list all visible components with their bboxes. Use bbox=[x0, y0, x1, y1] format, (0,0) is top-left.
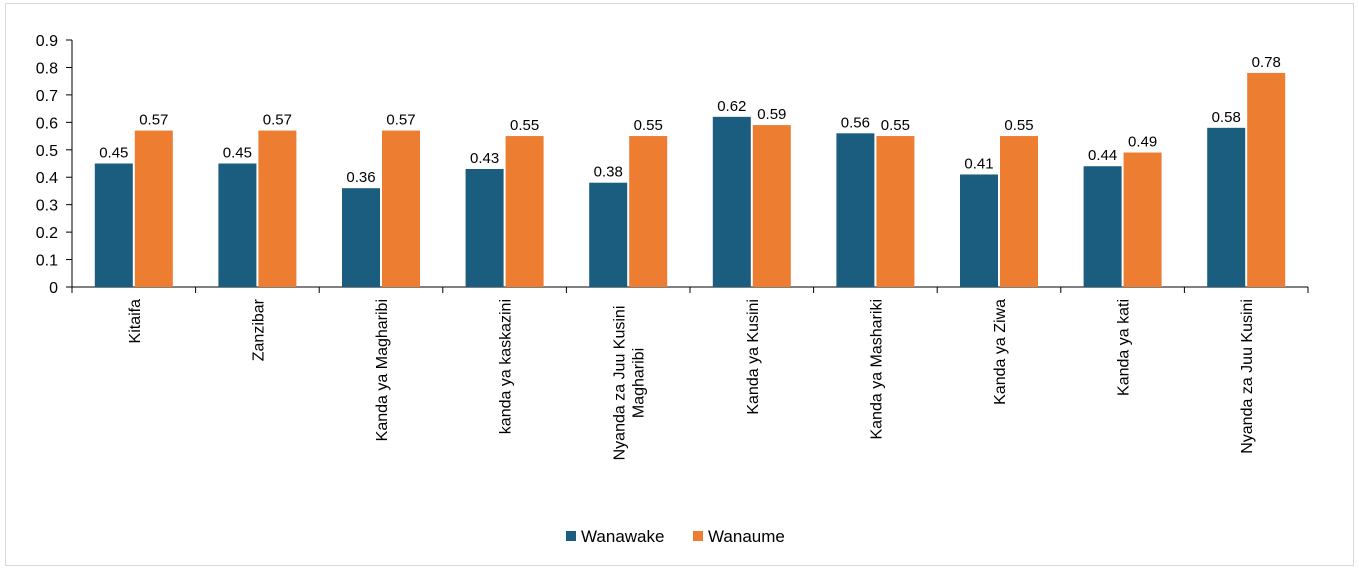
bar-wanawake-1 bbox=[218, 163, 257, 287]
y-tick-label: 0.4 bbox=[36, 170, 58, 187]
data-label-wanawake-5: 0.62 bbox=[717, 98, 746, 115]
data-label-wanaume-2: 0.57 bbox=[386, 112, 415, 129]
y-tick-label: 0.3 bbox=[36, 198, 58, 215]
data-label-wanaume-6: 0.55 bbox=[881, 117, 910, 134]
category-label: kanda ya kaskazini bbox=[498, 299, 515, 434]
y-tick-label: 0.6 bbox=[36, 115, 58, 132]
category-label: Kanda ya Mashariki bbox=[868, 299, 885, 440]
legend-label-wanawake: Wanawake bbox=[581, 527, 664, 546]
data-label-wanawake-9: 0.58 bbox=[1212, 109, 1241, 126]
category-label: Zanzibar bbox=[250, 298, 267, 361]
legend-swatch-wanaume bbox=[693, 531, 703, 541]
data-label-wanaume-1: 0.57 bbox=[263, 112, 292, 129]
data-label-wanawake-2: 0.36 bbox=[346, 169, 375, 186]
y-tick-label: 0.8 bbox=[36, 60, 58, 77]
bar-wanaume-8 bbox=[1123, 152, 1162, 287]
bar-wanawake-5 bbox=[712, 116, 751, 287]
data-label-wanaume-4: 0.55 bbox=[634, 117, 663, 134]
legend-label-wanaume: Wanaume bbox=[708, 527, 785, 546]
data-label-wanawake-0: 0.45 bbox=[99, 145, 128, 162]
data-label-wanaume-8: 0.49 bbox=[1128, 134, 1157, 151]
category-label: Kanda ya Ziwa bbox=[992, 299, 1009, 405]
bar-wanaume-5 bbox=[752, 125, 791, 287]
bar-wanaume-0 bbox=[134, 130, 173, 287]
category-label: Nyanda za Juu Kusini Magharibi bbox=[612, 306, 648, 461]
data-labels-group: 0.45 0.57 0.45 0.57 0.36 0.57 0.43 0.55 0.38 0.55… bbox=[99, 54, 1281, 186]
bar-wanaume-1 bbox=[258, 130, 297, 287]
y-axis: 0 0.1 0.2 0.3 0.4 0.5 0.6 0.7 0.8 0.9 bbox=[36, 33, 73, 297]
category-labels-group: Kitaifa Zanzibar Kanda ya Magharibi kanda y… bbox=[127, 298, 1256, 460]
bar-wanawake-4 bbox=[589, 182, 628, 287]
data-label-wanaume-9: 0.78 bbox=[1252, 54, 1281, 71]
data-label-wanaume-0: 0.57 bbox=[139, 112, 168, 129]
legend-swatch-wanawake bbox=[566, 531, 576, 541]
y-tick-label: 0 bbox=[49, 280, 58, 297]
bar-wanaume-2 bbox=[382, 130, 420, 287]
y-tick-label: 0.2 bbox=[36, 225, 58, 242]
legend: Wanawake Wanaume bbox=[566, 527, 785, 546]
data-label-wanawake-4: 0.38 bbox=[594, 164, 623, 181]
data-label-wanaume-3: 0.55 bbox=[510, 117, 539, 134]
category-label: Nyanda za Juu Kusini bbox=[1239, 299, 1256, 454]
data-label-wanaume-5: 0.59 bbox=[757, 106, 786, 123]
data-label-wanawake-1: 0.45 bbox=[223, 145, 252, 162]
bar-wanawake-2 bbox=[342, 188, 380, 287]
y-tick-label: 0.5 bbox=[36, 143, 58, 160]
data-label-wanawake-3: 0.43 bbox=[470, 150, 499, 167]
data-label-wanaume-7: 0.55 bbox=[1004, 117, 1033, 134]
bar-wanawake-8 bbox=[1083, 166, 1122, 287]
bars-group bbox=[94, 72, 1286, 287]
bar-wanawake-7 bbox=[960, 174, 998, 287]
bar-wanaume-6 bbox=[876, 136, 915, 287]
data-label-wanawake-7: 0.41 bbox=[964, 155, 993, 172]
x-axis bbox=[71, 286, 1309, 293]
bar-wanaume-9 bbox=[1247, 72, 1286, 287]
bar-wanaume-4 bbox=[629, 136, 668, 287]
bar-wanawake-9 bbox=[1207, 127, 1246, 287]
category-label: Kanda ya Magharibi bbox=[374, 299, 391, 441]
bar-wanaume-7 bbox=[1000, 136, 1038, 287]
category-label: Kanda ya kati bbox=[1116, 299, 1133, 396]
category-label: Kitaifa bbox=[127, 299, 144, 344]
data-label-wanawake-8: 0.44 bbox=[1088, 147, 1117, 164]
bar-wanawake-3 bbox=[465, 168, 504, 287]
bar-wanawake-6 bbox=[836, 133, 875, 287]
y-tick-label: 0.7 bbox=[36, 88, 58, 105]
category-label: Kanda ya Kusini bbox=[745, 299, 762, 415]
y-tick-label: 0.1 bbox=[36, 253, 58, 270]
data-label-wanawake-6: 0.56 bbox=[841, 114, 870, 131]
y-tick-label: 0.9 bbox=[36, 33, 58, 50]
bar-wanaume-3 bbox=[505, 136, 544, 287]
bar-wanawake-0 bbox=[94, 163, 133, 287]
